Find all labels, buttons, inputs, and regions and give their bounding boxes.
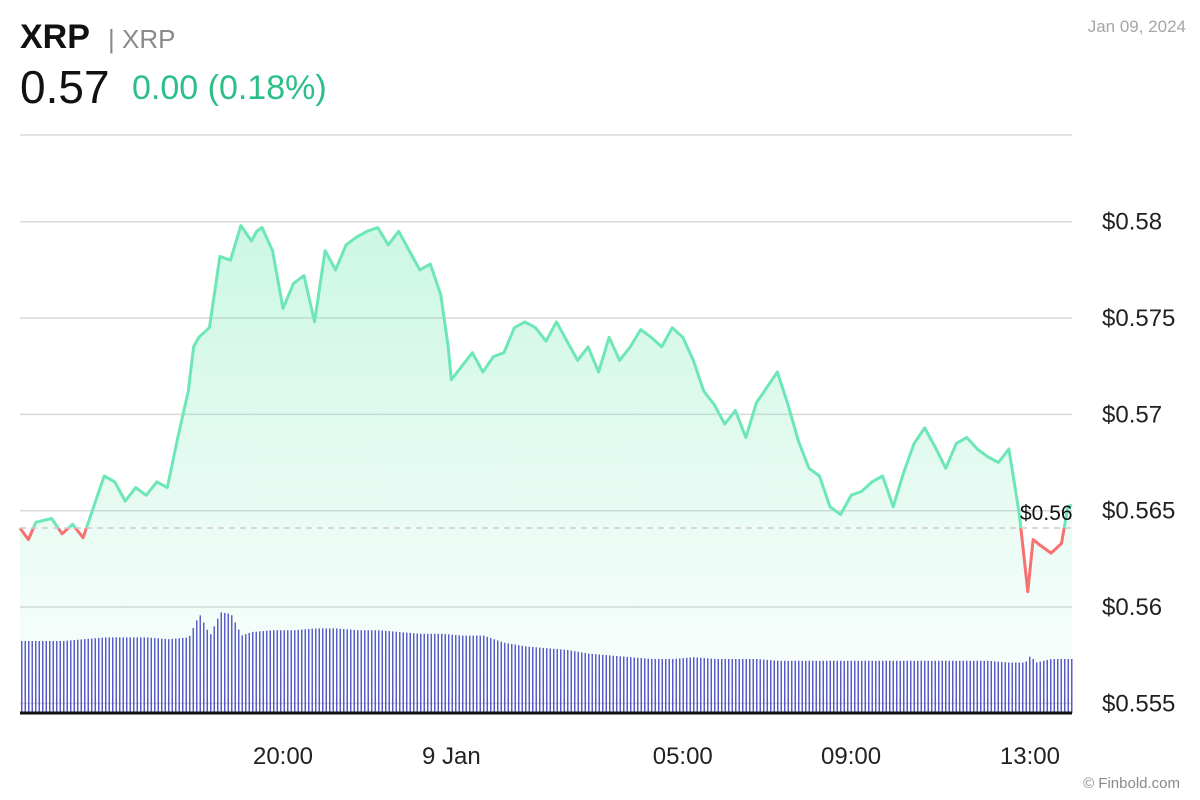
price-line-up [19,224,1073,529]
price-line [18,224,1073,594]
reference-marker: $0.56 [20,502,1073,529]
y-axis: $0.555 $0.56 $0.565 $0.57 $0.575 $0.58 [1102,209,1175,718]
x-tick-label: 05:00 [653,743,713,770]
x-tick-label: 13:00 [1000,743,1060,770]
y-tick-label: $0.57 [1102,401,1162,428]
price-area-fill [20,225,1072,713]
x-tick-label: 20:00 [253,743,313,770]
current-price: 0.57 [20,61,110,113]
y-tick-label: $0.58 [1102,209,1162,236]
y-tick-label: $0.575 [1102,305,1175,332]
source-credit: © Finbold.com [1083,775,1180,792]
reference-label: $0.56 [1020,502,1073,525]
x-axis: 20:00 9 Jan 05:00 09:00 13:00 [253,743,1060,770]
y-tick-label: $0.565 [1102,498,1175,525]
asset-symbol: XRP [20,18,90,56]
y-tick-label: $0.555 [1102,690,1175,717]
asset-name: | XRP [108,24,176,54]
x-tick-label: 09:00 [821,743,881,770]
price-change: 0.00 (0.18%) [132,69,327,107]
price-area [20,225,1072,713]
y-tick-label: $0.56 [1102,594,1162,621]
x-tick-label: 9 Jan [422,743,481,770]
chart-date: Jan 09, 2024 [1087,17,1186,36]
